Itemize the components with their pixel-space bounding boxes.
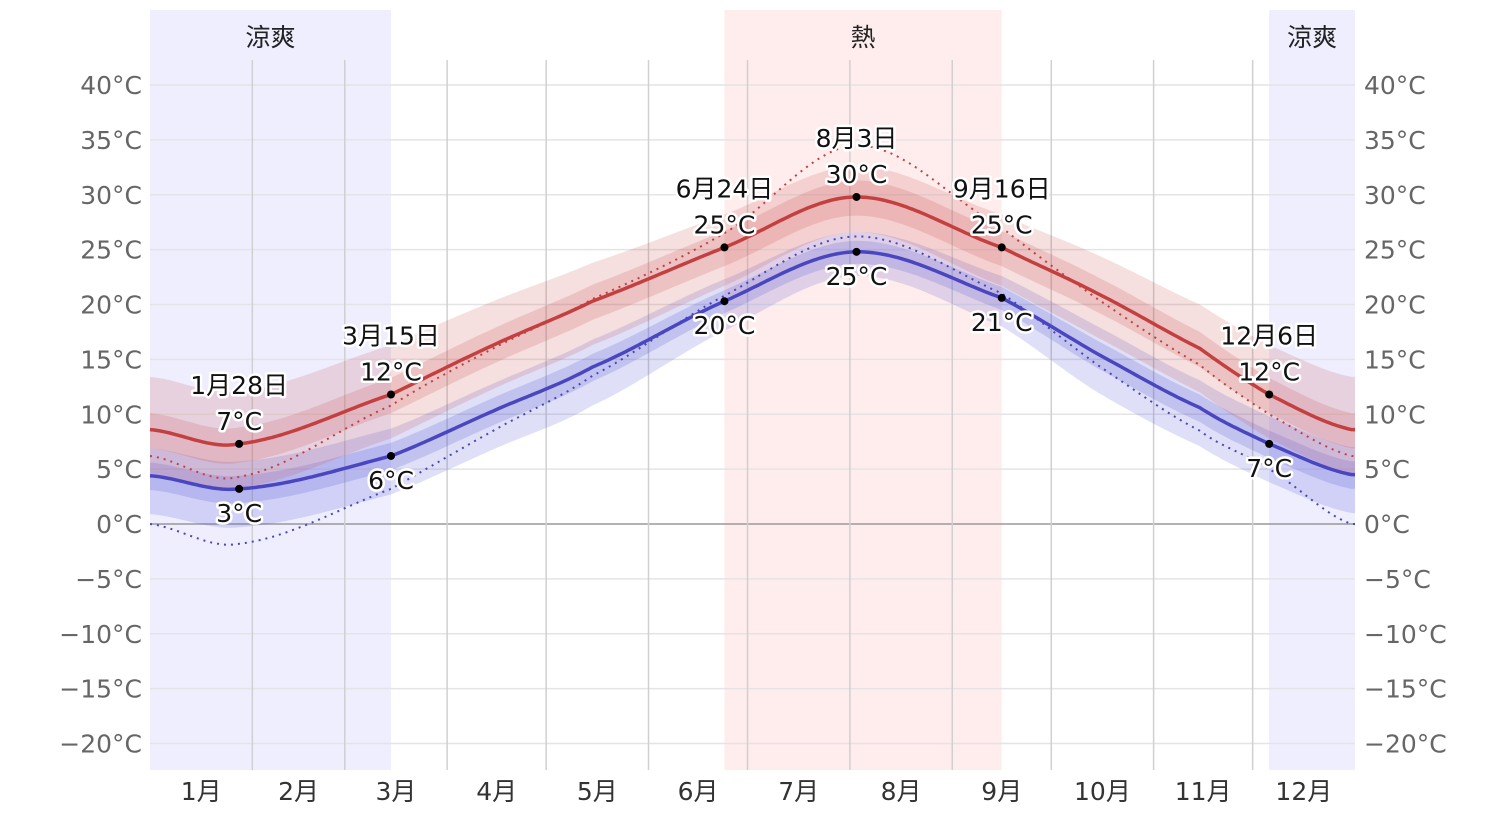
y-tick-label-left: −20°C bbox=[59, 730, 142, 759]
annotation-date: 8月3日 bbox=[816, 124, 898, 153]
annotation-high-label: 12°C bbox=[360, 357, 422, 386]
y-tick-label-left: 35°C bbox=[80, 126, 142, 155]
low-point bbox=[852, 247, 861, 256]
low-feels-line bbox=[149, 235, 1355, 546]
season-label: 涼爽 bbox=[245, 23, 295, 52]
low-band-p25-p75 bbox=[150, 240, 1355, 504]
high-point bbox=[997, 243, 1006, 252]
y-tick-label-right: 0°C bbox=[1364, 510, 1410, 539]
x-tick-label: 4月 bbox=[476, 777, 517, 806]
y-tick-label-right: 10°C bbox=[1364, 400, 1426, 429]
x-tick-label: 5月 bbox=[577, 777, 618, 806]
high-point bbox=[387, 390, 395, 399]
y-tick-label-left: 0°C bbox=[96, 510, 142, 539]
y-tick-label-right: 25°C bbox=[1364, 236, 1426, 265]
x-tick-label: 10月 bbox=[1074, 777, 1131, 806]
annotation-date: 3月15日 bbox=[342, 321, 440, 350]
annotation-low-label: 3°C bbox=[216, 499, 262, 528]
y-tick-label-right: −15°C bbox=[1364, 675, 1447, 704]
annotation-low-label: 6°C bbox=[368, 466, 414, 495]
annotation-high-label: 30°C bbox=[826, 160, 888, 189]
y-tick-label-left: 10°C bbox=[80, 400, 142, 429]
y-tick-label-left: 40°C bbox=[80, 71, 142, 100]
high-point bbox=[720, 243, 729, 252]
season-label: 熱 bbox=[851, 23, 876, 52]
y-tick-label-left: 15°C bbox=[80, 345, 142, 374]
y-tick-label-right: 40°C bbox=[1364, 71, 1426, 100]
y-tick-label-left: 5°C bbox=[96, 455, 142, 484]
axes-layer: 40°C 40°C 35°C 35°C 30°C 30°C 25°C 25°C 20°C 20°C… bbox=[59, 71, 1446, 806]
y-tick-label-left: −15°C bbox=[59, 675, 142, 704]
y-tick-label-left: 30°C bbox=[80, 181, 142, 210]
annotation-high-label: 12°C bbox=[1238, 357, 1300, 386]
grid-layer bbox=[150, 60, 1355, 770]
annotation-low-label: 7°C bbox=[1246, 454, 1292, 483]
y-tick-label-right: 5°C bbox=[1364, 455, 1410, 484]
x-tick-label: 8月 bbox=[881, 777, 922, 806]
low-point bbox=[1265, 439, 1274, 448]
y-tick-label-left: 20°C bbox=[80, 291, 142, 320]
hot-season-band bbox=[724, 10, 1002, 770]
y-tick-label-left: −5°C bbox=[75, 565, 142, 594]
low-point bbox=[235, 484, 244, 493]
high-band-p25-p75 bbox=[150, 180, 1355, 464]
high-point bbox=[1265, 390, 1274, 399]
high-line bbox=[149, 195, 1355, 447]
cool-season-band bbox=[1269, 10, 1355, 770]
x-tick-label: 7月 bbox=[778, 777, 819, 806]
cool-season-band bbox=[150, 10, 391, 770]
annotation-date: 1月28日 bbox=[190, 371, 288, 400]
season-label: 涼爽 bbox=[1287, 23, 1337, 52]
annotation-low-label: 20°C bbox=[694, 311, 756, 340]
x-tick-label: 9月 bbox=[981, 777, 1022, 806]
y-tick-label-right: 20°C bbox=[1364, 291, 1426, 320]
annotation-high-label: 7°C bbox=[216, 407, 262, 436]
low-point bbox=[387, 451, 395, 460]
low-line bbox=[149, 250, 1355, 492]
y-tick-label-right: −20°C bbox=[1364, 730, 1447, 759]
annotation-date: 6月24日 bbox=[676, 174, 774, 203]
lines-layer bbox=[149, 144, 1355, 546]
annotation-date: 12月6日 bbox=[1220, 321, 1318, 350]
x-tick-label: 11月 bbox=[1175, 777, 1232, 806]
seasons-layer: 涼爽 熱 涼爽 bbox=[150, 10, 1355, 770]
y-tick-label-right: 30°C bbox=[1364, 181, 1426, 210]
high-point bbox=[235, 439, 244, 448]
x-tick-label: 3月 bbox=[375, 777, 416, 806]
y-tick-label-right: −10°C bbox=[1364, 620, 1447, 649]
x-tick-label: 1月 bbox=[181, 777, 222, 806]
x-tick-label: 6月 bbox=[678, 777, 719, 806]
annotation-low-label: 25°C bbox=[826, 262, 888, 291]
y-tick-label-left: 25°C bbox=[80, 236, 142, 265]
annotation-date: 9月16日 bbox=[953, 174, 1051, 203]
annotations-layer: 1月28日 7°C 3°C 3月15日 12°C 6°C 6月24日 25°C 20°C 8月3日… bbox=[188, 121, 1321, 530]
x-tick-label: 12月 bbox=[1275, 777, 1332, 806]
low-point bbox=[720, 297, 729, 306]
high-band-p10-p90 bbox=[150, 166, 1355, 489]
annotation-high-label: 25°C bbox=[694, 210, 756, 239]
high-point bbox=[852, 192, 861, 201]
low-point bbox=[997, 293, 1006, 302]
annotation-high-label: 25°C bbox=[971, 210, 1033, 239]
y-tick-label-right: 35°C bbox=[1364, 126, 1426, 155]
y-tick-label-left: −10°C bbox=[59, 620, 142, 649]
x-tick-label: 2月 bbox=[278, 777, 319, 806]
y-tick-label-right: 15°C bbox=[1364, 345, 1426, 374]
y-tick-label-right: −5°C bbox=[1364, 565, 1431, 594]
annotation-low-label: 21°C bbox=[971, 308, 1033, 337]
